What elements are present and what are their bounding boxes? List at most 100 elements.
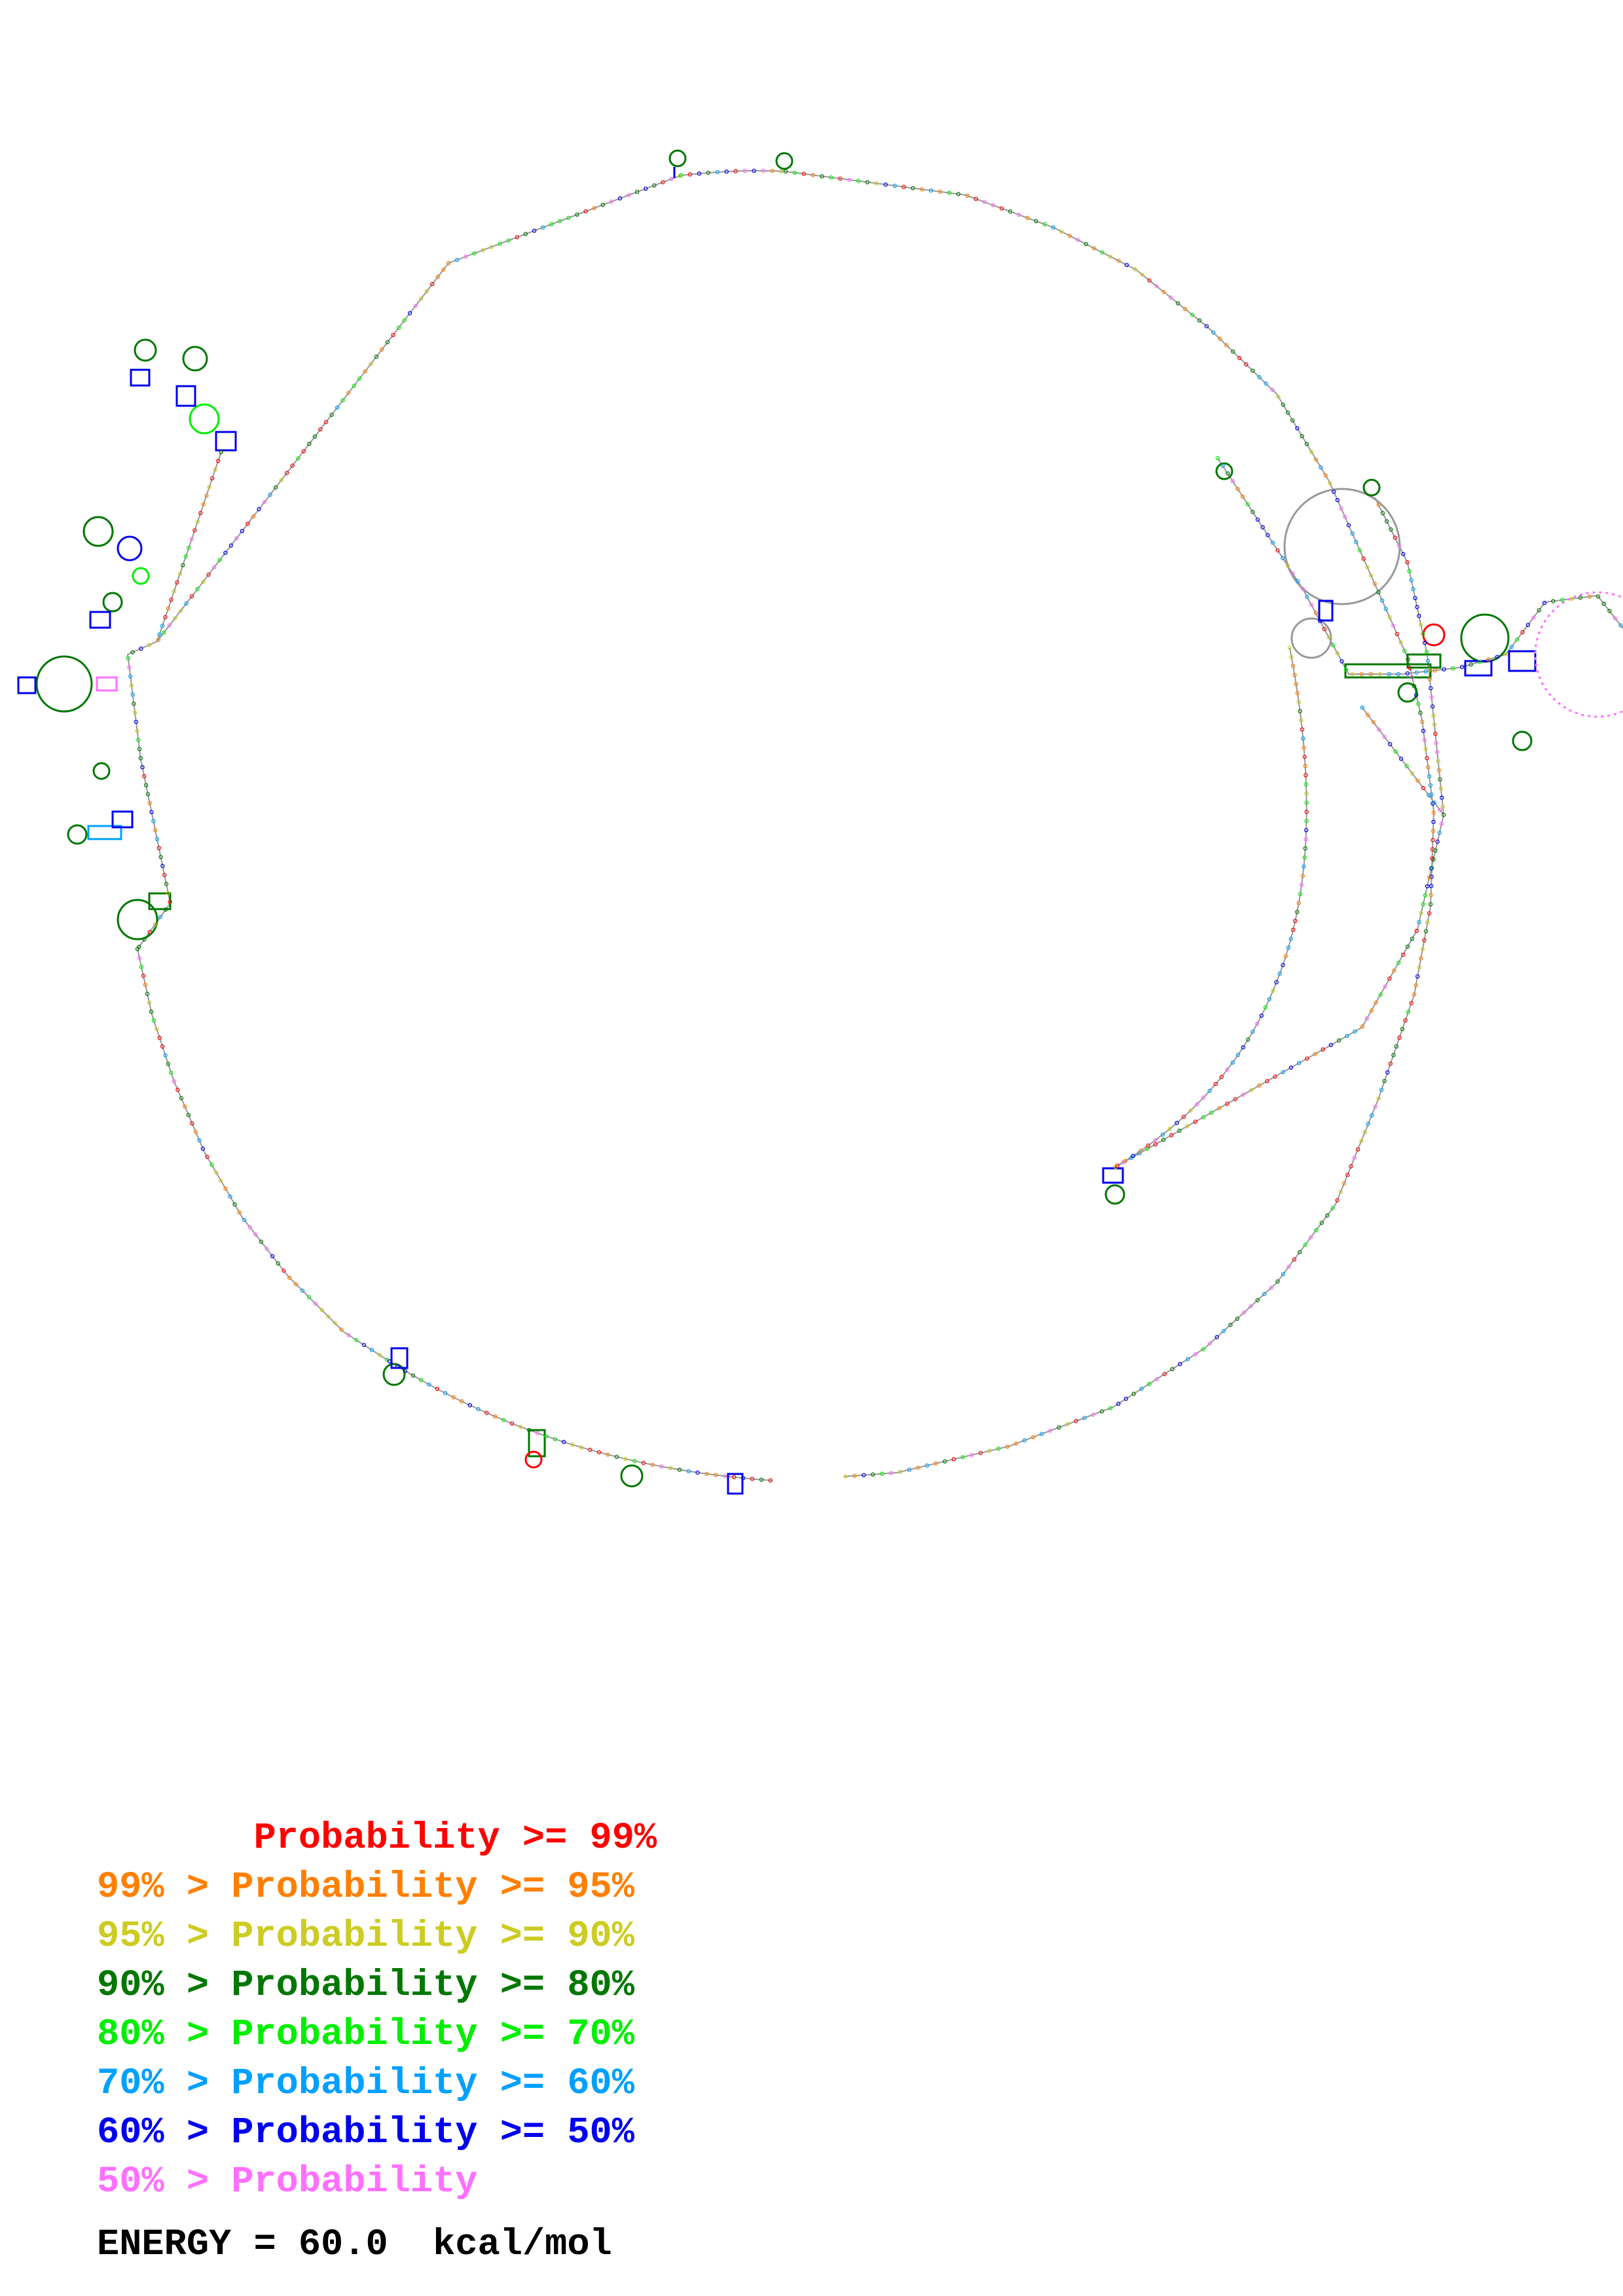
- nucleotide-dot: [130, 692, 135, 697]
- nucleotide-dot: [212, 565, 217, 570]
- helix-stem: [1508, 650, 1537, 672]
- nucleotide-dot: [335, 405, 340, 410]
- nucleotide-dot: [1551, 599, 1556, 603]
- nucleotide-dot: [558, 219, 562, 223]
- nucleotide-dot: [1417, 613, 1421, 619]
- nucleotide-dot: [1393, 535, 1397, 540]
- nucleotide-dot: [1330, 643, 1336, 648]
- nucleotide-dot: [1177, 1128, 1182, 1133]
- nucleotide-dot: [1309, 603, 1314, 607]
- nucleotide-dot: [1425, 756, 1429, 761]
- nucleotide-dot: [1313, 1052, 1317, 1056]
- nucleotide-dot: [928, 188, 934, 193]
- nucleotide-dot: [1419, 622, 1423, 628]
- nucleotide-dot: [189, 594, 194, 599]
- nucleotide-dot: [1423, 929, 1429, 934]
- nucleotide-dot: [186, 1113, 191, 1117]
- nucleotide-dot: [1387, 615, 1392, 620]
- nucleotide-dot: [1569, 596, 1574, 601]
- nucleotide-dot: [184, 601, 189, 606]
- nucleotide-dot: [151, 1018, 156, 1023]
- nucleotide-dot: [1405, 944, 1410, 949]
- nucleotide-dot: [991, 203, 996, 207]
- nucleotide-dot: [1328, 481, 1332, 486]
- nucleotide-dot: [333, 1321, 337, 1325]
- nucleotide-dot: [1302, 864, 1306, 869]
- nucleotide-dot: [1257, 375, 1262, 380]
- nucleotide-dot: [1412, 992, 1417, 997]
- nucleotide-dot: [301, 449, 306, 454]
- nucleotide-dot: [1208, 1341, 1213, 1346]
- nucleotide-dot: [1246, 1037, 1250, 1042]
- nucleotide-dot: [240, 529, 245, 533]
- nucleotide-dot: [1338, 1189, 1343, 1194]
- nucleotide-dot: [1273, 1074, 1277, 1079]
- nucleotide-dot: [1409, 1001, 1413, 1005]
- multi-loop: [1283, 488, 1401, 605]
- nucleotide-dot: [1193, 1119, 1198, 1124]
- nucleotide-dot: [1295, 426, 1300, 431]
- nucleotide-dot: [768, 1478, 773, 1482]
- nucleotide-dot: [1417, 920, 1421, 925]
- nucleotide-dot: [318, 427, 323, 432]
- nucleotide-dot: [902, 185, 906, 189]
- nucleotide-dot: [1495, 655, 1500, 659]
- nucleotide-dot: [1425, 884, 1430, 889]
- nucleotide-dot: [1237, 355, 1242, 361]
- nucleotide-dot: [1292, 673, 1297, 677]
- energy-label: ENERGY = 60.0 kcal/mol: [97, 2224, 612, 2266]
- nucleotide-dot: [907, 1467, 911, 1472]
- nucleotide-dot: [149, 810, 154, 815]
- nucleotide-dot: [695, 1470, 700, 1475]
- nucleotide-dot: [1396, 543, 1402, 548]
- nucleotide-dot: [1423, 669, 1428, 674]
- nucleotide-dot: [1290, 927, 1296, 932]
- nucleotide-dot: [714, 1473, 718, 1477]
- nucleotide-dot: [527, 1427, 532, 1433]
- nucleotide-dot: [1514, 637, 1520, 642]
- nucleotide-dot: [898, 1469, 903, 1474]
- nucleotide-dot: [506, 238, 511, 243]
- nucleotide-dot: [1304, 828, 1309, 833]
- nucleotide-dot: [1276, 395, 1281, 399]
- nucleotide-dot: [1262, 1291, 1267, 1297]
- nucleotide-dot: [1340, 659, 1344, 664]
- nucleotide-dot: [1354, 539, 1359, 545]
- nucleotide-dot: [156, 637, 160, 642]
- nucleotide-dot: [1022, 1438, 1027, 1443]
- nucleotide-dot: [1468, 662, 1473, 667]
- nucleotide-dot: [1376, 503, 1381, 507]
- nucleotide-dot: [1175, 1121, 1179, 1125]
- nucleotide-dot: [1146, 1143, 1150, 1148]
- nucleotide-dot: [523, 232, 528, 236]
- nucleotide-dot: [1335, 651, 1340, 656]
- nucleotide-dot: [1361, 556, 1366, 561]
- nucleotide-dot: [1440, 795, 1444, 800]
- nucleotide-dot: [162, 872, 167, 878]
- legend-row: 50% > Probability: [97, 2161, 478, 2203]
- nucleotide-dot: [1302, 755, 1307, 759]
- nucleotide-dot: [1245, 502, 1250, 507]
- nucleotide-dot: [1436, 759, 1440, 764]
- nucleotide-dot: [1421, 785, 1426, 791]
- nucleotide-dot: [1139, 1386, 1144, 1391]
- nucleotide-dot: [843, 1474, 848, 1479]
- nucleotide-dot: [282, 1268, 286, 1273]
- nucleotide-dot: [1025, 215, 1030, 221]
- nucleotide-dot: [1392, 968, 1396, 973]
- nucleotide-dot: [128, 674, 133, 679]
- nucleotide-dot: [323, 420, 329, 425]
- helix-stem: [727, 1473, 744, 1495]
- nucleotide-dot: [1213, 1081, 1218, 1086]
- nucleotide-dot: [1436, 768, 1442, 773]
- hairpin-loop: [1215, 462, 1233, 480]
- nucleotide-dot: [1376, 590, 1381, 595]
- nucleotide-dot: [1057, 1425, 1061, 1430]
- nucleotide-dot: [1431, 857, 1436, 862]
- nucleotide-dot: [1201, 1095, 1206, 1100]
- nucleotide-dot: [1228, 1322, 1233, 1327]
- helix-stem: [1318, 600, 1334, 622]
- nucleotide-dot: [158, 855, 163, 859]
- nucleotide-dot: [515, 235, 520, 240]
- nucleotide-dot: [198, 511, 203, 516]
